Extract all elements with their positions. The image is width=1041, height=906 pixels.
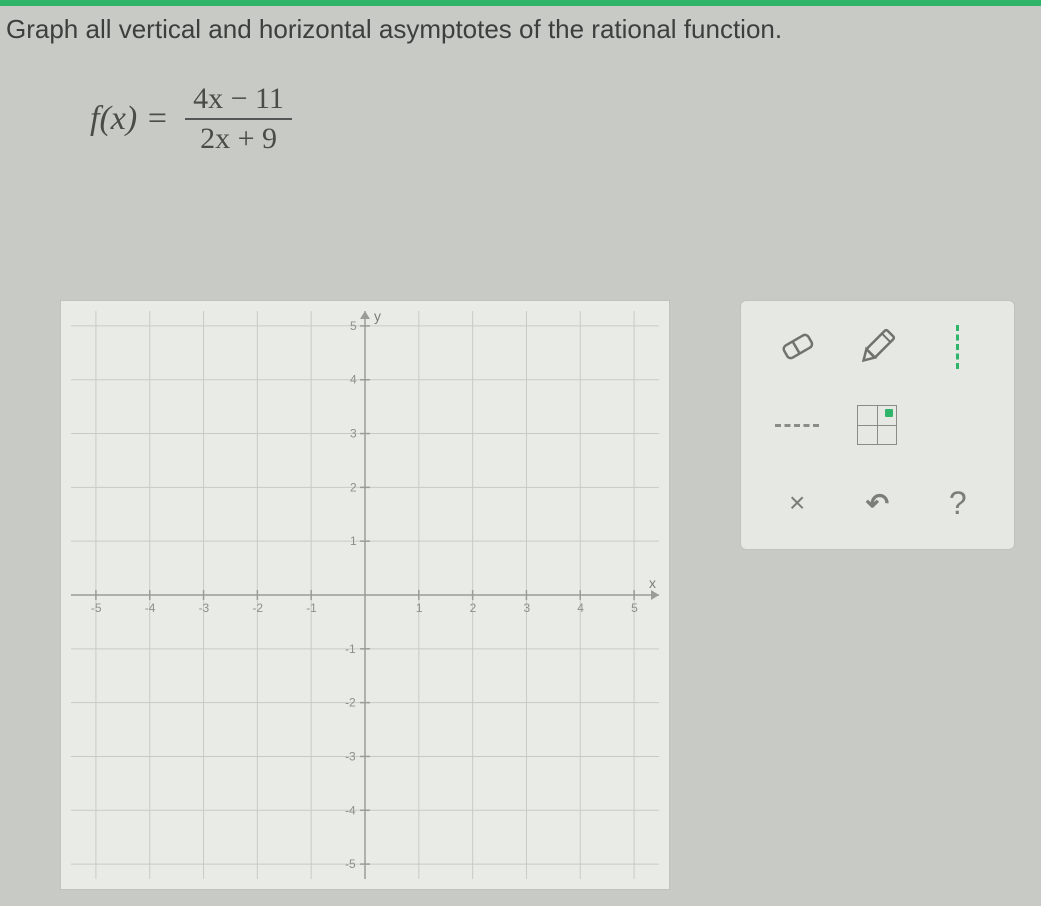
clear-icon: × [789,487,805,519]
undo-icon: ↶ [866,487,889,520]
svg-text:1: 1 [416,601,423,615]
question-prompt: Graph all vertical and horizontal asympt… [6,14,782,45]
svg-text:-5: -5 [91,601,102,615]
eraser-tool[interactable] [767,322,827,372]
undo-button[interactable]: ↶ [847,478,907,528]
y-tick-labels-pos: 1 2 3 4 5 [350,319,357,548]
svg-text:2: 2 [470,601,477,615]
eraser-icon [774,328,820,366]
top-accent-bar [0,0,1041,6]
pencil-tool[interactable] [847,322,907,372]
svg-text:-2: -2 [345,696,356,710]
svg-text:2: 2 [350,480,357,494]
svg-text:1: 1 [350,534,357,548]
coordinate-plane[interactable]: y x -5 -4 -3 -2 -1 1 2 3 4 5 1 2 3 4 5 -… [61,301,669,889]
svg-text:5: 5 [631,601,638,615]
svg-text:-1: -1 [306,601,317,615]
pencil-icon [854,326,900,368]
palette-row-1 [757,317,998,377]
svg-text:5: 5 [350,319,357,333]
function-equation: f(x) = 4x − 11 2x + 9 [90,80,292,158]
vertical-dashed-line-icon [956,325,959,369]
y-axis-label: y [374,308,381,324]
point-grid-tool[interactable] [847,400,907,450]
horizontal-asymptote-tool[interactable] [767,400,827,450]
y-tick-labels-neg: -1 -2 -3 -4 -5 [345,642,356,871]
equation-lhs: f(x) = [90,100,169,137]
svg-text:-4: -4 [345,803,356,817]
svg-text:3: 3 [523,601,530,615]
palette-row-3: × ↶ ? [757,473,998,533]
svg-text:3: 3 [350,427,357,441]
equation-fraction: 4x − 11 2x + 9 [185,80,292,158]
svg-text:-3: -3 [199,601,210,615]
help-icon: ? [949,485,967,522]
svg-text:-1: -1 [345,642,356,656]
svg-text:4: 4 [350,373,357,387]
equation-numerator: 4x − 11 [185,80,292,120]
palette-row-2 [757,395,998,455]
clear-button[interactable]: × [767,478,827,528]
svg-text:-5: -5 [345,857,356,871]
vertical-asymptote-tool[interactable] [928,322,988,372]
equation-denominator: 2x + 9 [185,120,292,158]
x-axis-label: x [649,575,656,591]
svg-text:-4: -4 [145,601,156,615]
svg-text:4: 4 [577,601,584,615]
svg-text:-2: -2 [252,601,263,615]
svg-text:-3: -3 [345,749,356,763]
point-grid-icon [857,405,897,445]
tool-palette: × ↶ ? [740,300,1015,550]
horizontal-dashed-line-icon [775,424,819,427]
help-button[interactable]: ? [928,478,988,528]
graph-canvas[interactable]: y x -5 -4 -3 -2 -1 1 2 3 4 5 1 2 3 4 5 -… [60,300,670,890]
